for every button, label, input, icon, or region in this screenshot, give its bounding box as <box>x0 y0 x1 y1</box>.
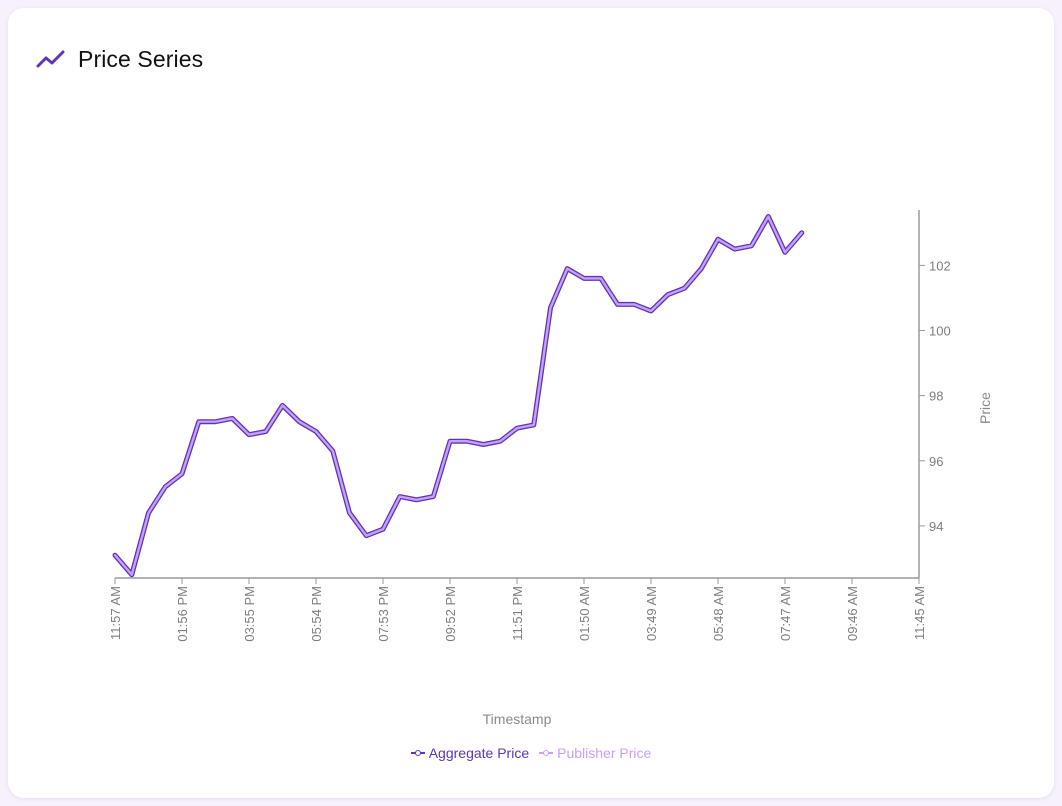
legend-swatch-publisher <box>539 748 554 758</box>
x-tick-label: 03:55 PM <box>242 586 257 642</box>
legend-swatch-aggregate <box>410 748 425 758</box>
x-ticks: 11:57 AM 01:56 PM 03:55 PM 05:54 PM 07:53 PM… <box>108 578 927 642</box>
y-tick-label: 96 <box>929 454 943 469</box>
x-tick-label: 05:54 PM <box>309 586 324 642</box>
x-tick-label: 11:51 PM <box>510 586 525 641</box>
x-tick-label: 07:47 AM <box>778 586 793 641</box>
legend-item-publisher[interactable]: Publisher Price <box>539 745 651 761</box>
x-tick-label: 01:56 PM <box>175 586 190 642</box>
y-axis-title: Price <box>977 392 993 424</box>
y-tick-label: 102 <box>929 258 951 273</box>
legend-label-publisher: Publisher Price <box>557 745 652 761</box>
card-title: Price Series <box>78 45 204 72</box>
x-tick-label: 03:49 AM <box>644 586 659 641</box>
x-tick-label: 05:48 AM <box>711 586 726 641</box>
series-line-publisher-price[interactable] <box>113 215 803 576</box>
trending-up-icon <box>36 44 68 74</box>
x-tick-label: 09:52 PM <box>443 586 458 642</box>
price-series-card: Price Series <box>8 8 1054 798</box>
x-axis-title: Timestamp <box>483 711 552 727</box>
x-tick-label: 11:57 AM <box>108 586 123 640</box>
y-tick-label: 100 <box>929 323 951 338</box>
x-tick-label: 09:46 AM <box>845 586 860 641</box>
y-tick-label: 98 <box>929 389 943 404</box>
legend-item-aggregate[interactable]: Aggregate Price <box>410 745 530 761</box>
card-header: Price Series <box>36 44 203 74</box>
x-tick-label: 01:50 AM <box>577 586 592 641</box>
x-tick-label: 11:45 AM <box>912 586 927 640</box>
y-tick-label: 94 <box>929 519 943 534</box>
legend-label-aggregate: Aggregate Price <box>428 745 530 761</box>
chart-legend: Aggregate Price Publisher Price <box>0 745 1062 761</box>
x-tick-label: 07:53 PM <box>376 586 391 642</box>
y-ticks: 94 96 98 100 102 <box>919 258 951 534</box>
